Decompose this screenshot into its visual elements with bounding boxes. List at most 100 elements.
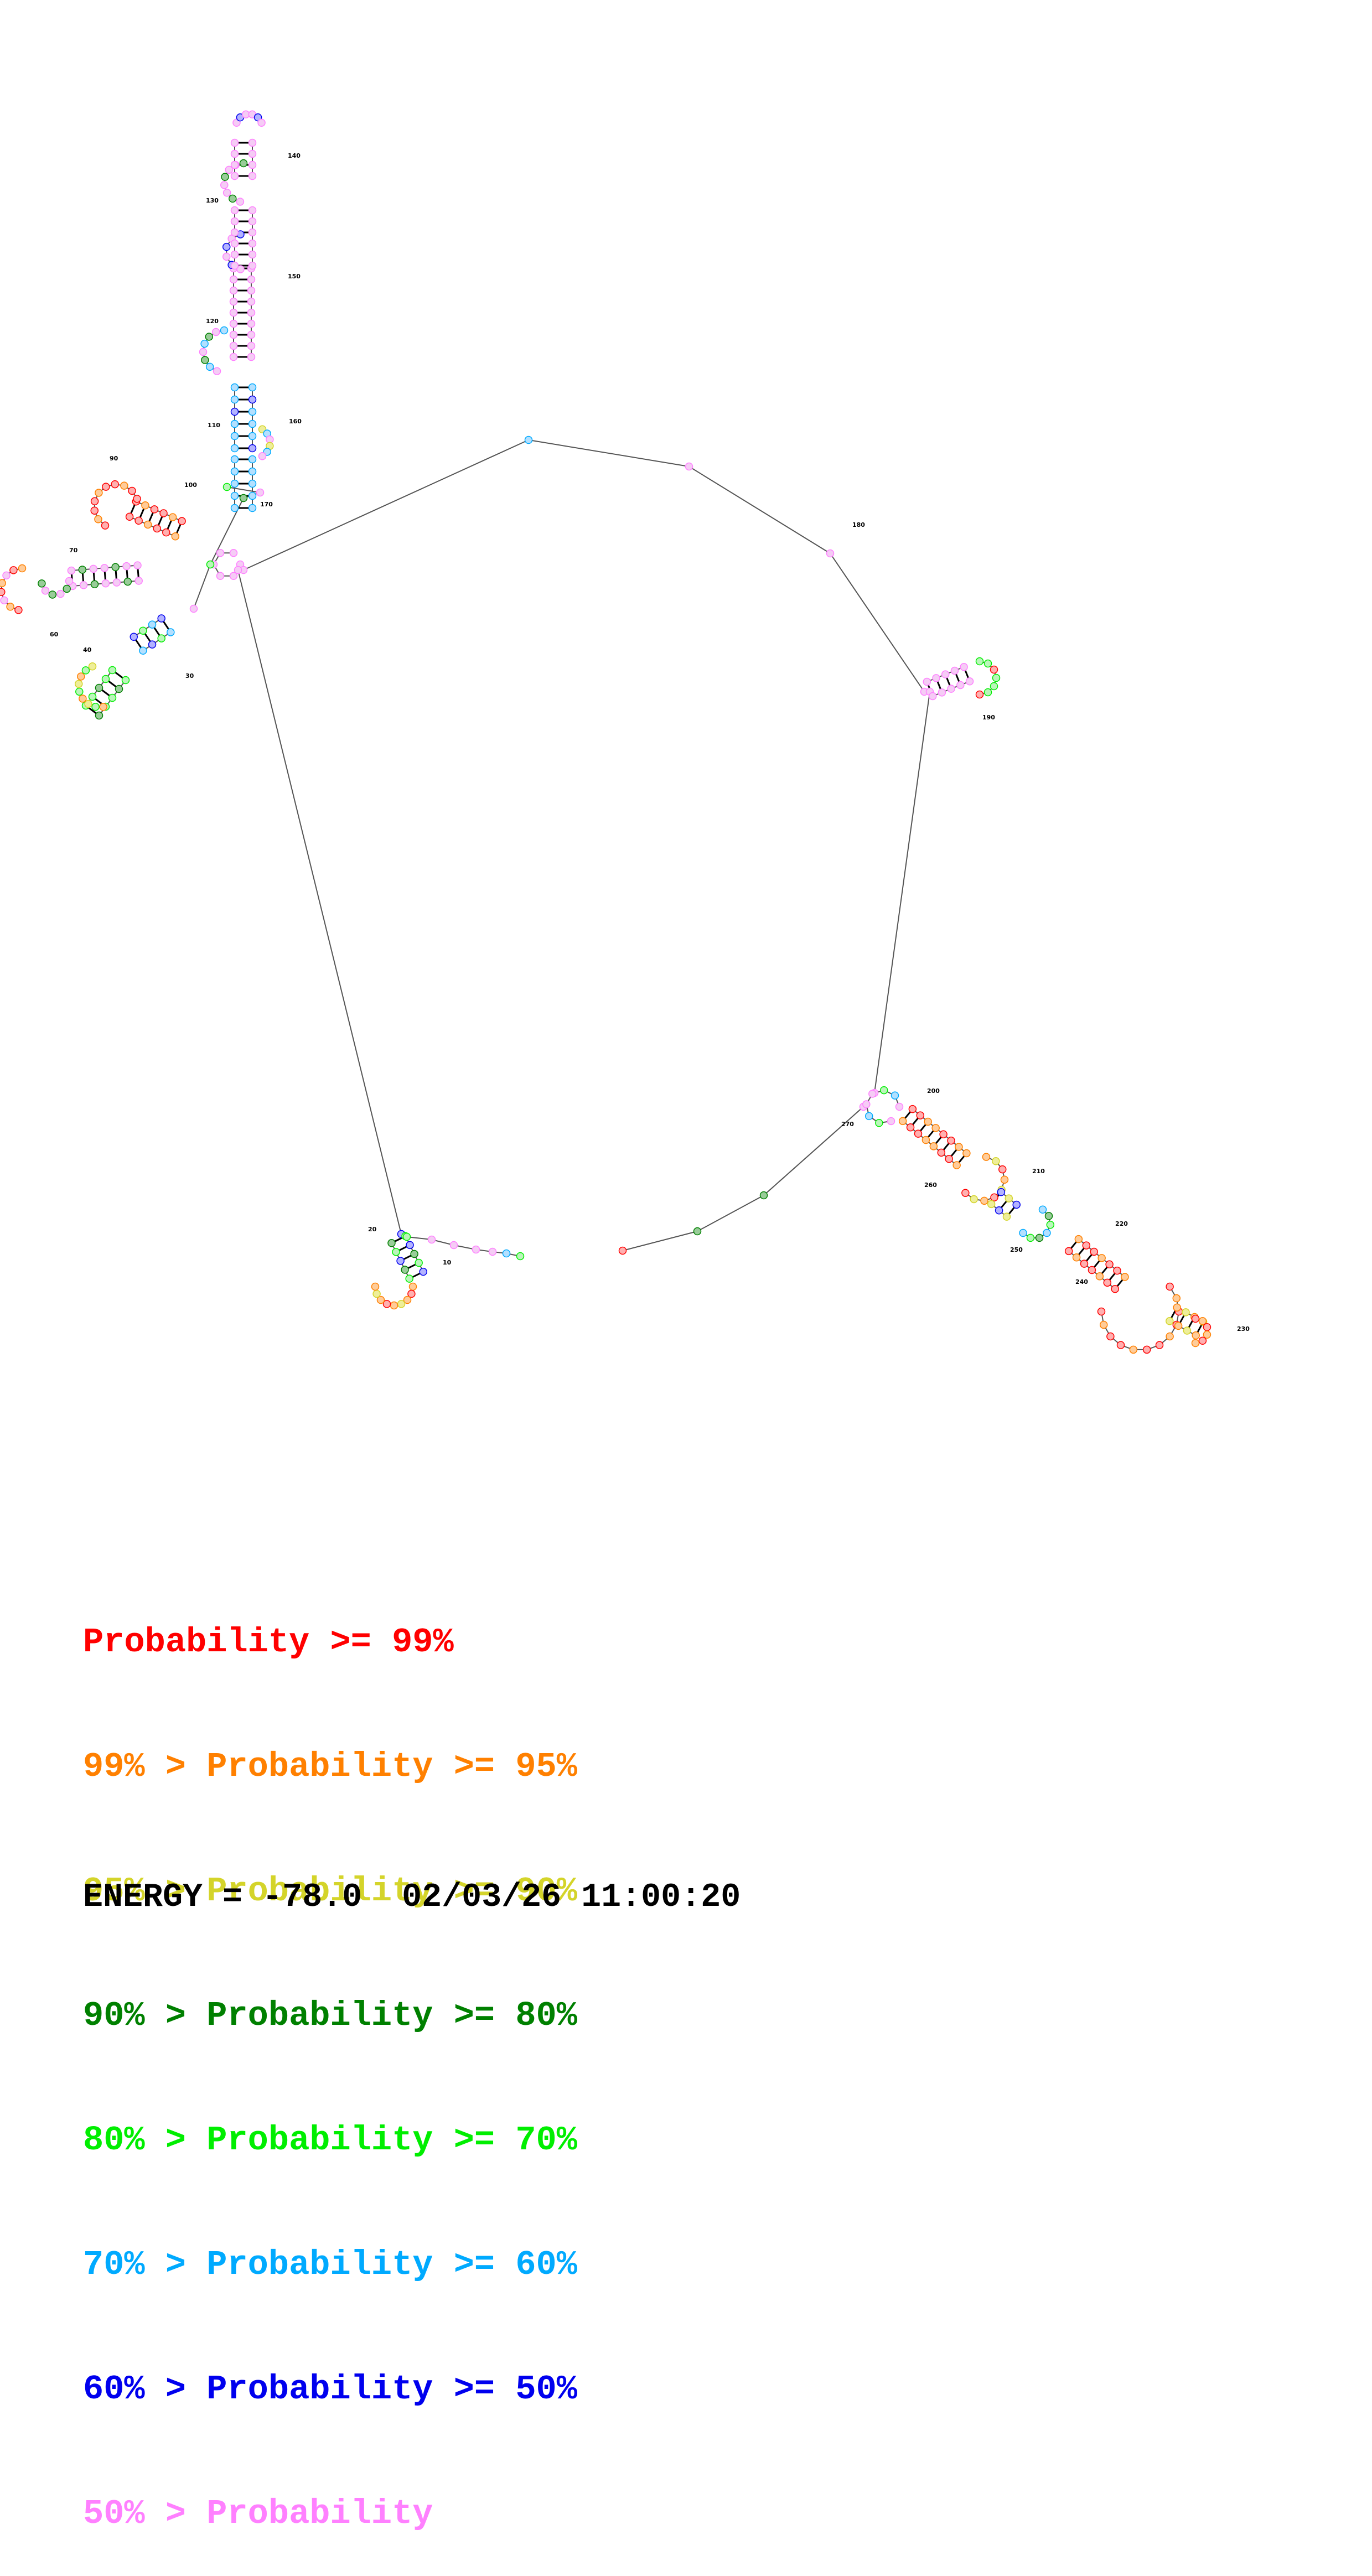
nucleotide <box>231 262 239 269</box>
nucleotide <box>85 701 92 708</box>
nucleotide <box>1111 1286 1119 1293</box>
nucleotide <box>231 218 239 225</box>
nucleotide <box>896 1103 903 1111</box>
legend-label: Probability >= 50% <box>206 2370 577 2409</box>
backbone-segment <box>244 440 529 570</box>
nucleotide <box>231 505 239 512</box>
nucleotide <box>1175 1322 1182 1329</box>
nucleotide <box>249 445 256 452</box>
nucleotide <box>1065 1247 1073 1255</box>
nucleotide <box>190 605 198 613</box>
nucleotide <box>95 516 102 523</box>
nucleotide <box>248 343 255 350</box>
nucleotide <box>866 1112 873 1119</box>
position-label: 110 <box>208 422 220 429</box>
nucleotide <box>249 421 256 428</box>
nucleotide <box>95 489 102 496</box>
nucleotide <box>116 686 123 693</box>
nucleotide <box>1098 1255 1105 1262</box>
nucleotide <box>1104 1279 1111 1286</box>
nucleotide <box>953 1162 960 1169</box>
nucleotide <box>917 1112 924 1119</box>
nucleotide <box>230 287 237 294</box>
nucleotide <box>259 453 266 460</box>
nucleotide <box>124 578 131 585</box>
nucleotide <box>985 688 992 696</box>
nucleotide <box>999 1166 1006 1173</box>
nucleotide <box>75 680 82 687</box>
nucleotide <box>38 580 45 587</box>
nucleotide <box>1 597 8 604</box>
legend-row-99: Probability >= 99% <box>83 1621 577 1663</box>
nucleotide <box>1166 1318 1173 1325</box>
nucleotide <box>938 689 945 696</box>
nucleotide <box>79 566 86 573</box>
nucleotide <box>249 262 256 269</box>
nucleotide <box>133 495 141 502</box>
position-label: 140 <box>288 152 301 159</box>
position-label: 40 <box>83 646 92 654</box>
nucleotides <box>0 111 1210 1353</box>
nucleotide <box>1203 1324 1210 1331</box>
nucleotide <box>0 588 5 595</box>
nucleotide <box>240 495 247 502</box>
backbone-segment <box>764 1107 863 1195</box>
nucleotide <box>945 1155 952 1163</box>
nucleotide <box>1001 1176 1008 1183</box>
backbone <box>1 115 1207 1350</box>
nucleotide <box>66 578 73 585</box>
nucleotide <box>388 1240 395 1247</box>
position-label: 270 <box>841 1121 854 1128</box>
legend-label: Probability >= 95% <box>206 1747 577 1786</box>
nucleotide <box>1013 1201 1020 1208</box>
nucleotide <box>121 482 128 489</box>
nucleotide <box>213 328 220 335</box>
nucleotide <box>163 529 170 536</box>
nucleotide <box>135 577 142 584</box>
nucleotide <box>1036 1234 1043 1241</box>
nucleotide <box>201 340 208 348</box>
nucleotide <box>79 695 86 702</box>
nucleotide <box>144 521 152 528</box>
legend-row-below-50: 50% > Probability <box>83 2493 577 2534</box>
nucleotide <box>1166 1333 1173 1340</box>
nucleotide <box>248 309 255 317</box>
nucleotide <box>231 433 239 440</box>
nucleotide <box>909 1106 916 1113</box>
nucleotide <box>231 421 239 428</box>
nucleotide <box>178 517 185 525</box>
nucleotide <box>230 354 237 361</box>
nucleotide <box>92 703 99 711</box>
nucleotide <box>1075 1236 1082 1243</box>
nucleotide <box>899 1117 907 1124</box>
nucleotide <box>149 621 156 628</box>
nucleotide <box>876 1119 883 1127</box>
nucleotide <box>231 468 239 475</box>
nucleotide <box>489 1248 496 1256</box>
nucleotide <box>411 1250 418 1257</box>
legend-label: Probability <box>206 2494 433 2533</box>
nucleotide <box>1005 1195 1012 1202</box>
nucleotide <box>201 356 209 364</box>
nucleotide <box>1192 1340 1199 1347</box>
nucleotide <box>990 683 997 690</box>
nucleotide <box>19 565 26 572</box>
nucleotide <box>149 641 156 648</box>
nucleotide <box>142 502 149 509</box>
nucleotide <box>907 1124 914 1131</box>
nucleotide <box>77 673 85 680</box>
nucleotide <box>223 253 230 260</box>
nucleotide <box>134 562 141 569</box>
nucleotide <box>76 688 83 695</box>
nucleotide <box>932 1124 939 1132</box>
nucleotide <box>985 660 992 667</box>
nucleotide <box>229 195 236 202</box>
position-label: 60 <box>50 631 59 638</box>
nucleotide <box>102 522 109 529</box>
nucleotide <box>231 493 239 500</box>
nucleotide <box>249 251 256 258</box>
nucleotide <box>230 320 237 328</box>
nucleotide <box>109 694 116 702</box>
legend-row-70: 80% > Probability >= 70% <box>83 2119 577 2161</box>
nucleotide <box>102 676 110 683</box>
